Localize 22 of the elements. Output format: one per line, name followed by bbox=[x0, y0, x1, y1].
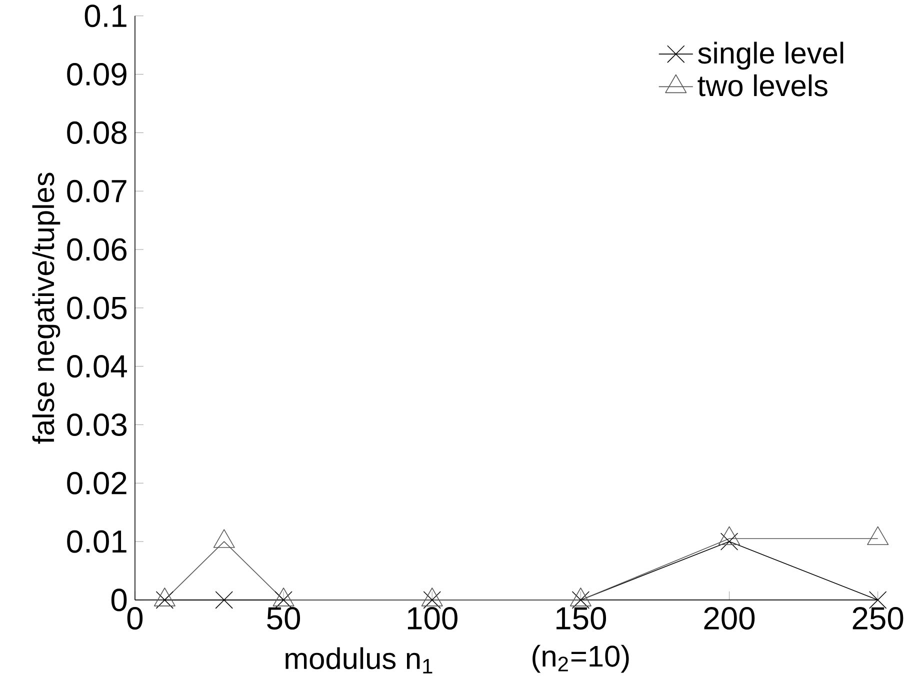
x-tick-label: 0 bbox=[127, 606, 143, 630]
text: (n$_{2}$=10) bbox=[532, 644, 629, 673]
x-axis-title: modulus n$_{1}$ bbox=[286, 647, 432, 674]
x-tick-label: 50 bbox=[267, 606, 300, 630]
y-tick-label: 0.06 bbox=[67, 238, 126, 261]
legend-label: single level bbox=[698, 42, 844, 70]
y-tick-label: 0.09 bbox=[67, 62, 126, 86]
y-tick-label: 0.05 bbox=[67, 296, 127, 320]
y-tick-label: 0.04 bbox=[67, 354, 127, 378]
y-tick-label: 0 bbox=[111, 588, 127, 612]
x-tick-label: 150 bbox=[556, 606, 606, 630]
x-tick-label: 250 bbox=[852, 606, 904, 630]
x-tick-label: 100 bbox=[408, 606, 458, 630]
y-axis-title: false negative/tuples bbox=[32, 172, 60, 444]
y-tick-label: 0.01 bbox=[67, 530, 126, 553]
y-tick-label: 0.02 bbox=[67, 472, 126, 494]
legend-label: two levels bbox=[698, 74, 828, 96]
y-tick-label: 0.07 bbox=[67, 180, 126, 202]
x-tick-label: 200 bbox=[704, 606, 755, 630]
y-tick-label: 0.08 bbox=[67, 121, 127, 144]
y-tick-label: 0.03 bbox=[67, 413, 126, 436]
y-tick-label: 0.1 bbox=[84, 4, 126, 28]
